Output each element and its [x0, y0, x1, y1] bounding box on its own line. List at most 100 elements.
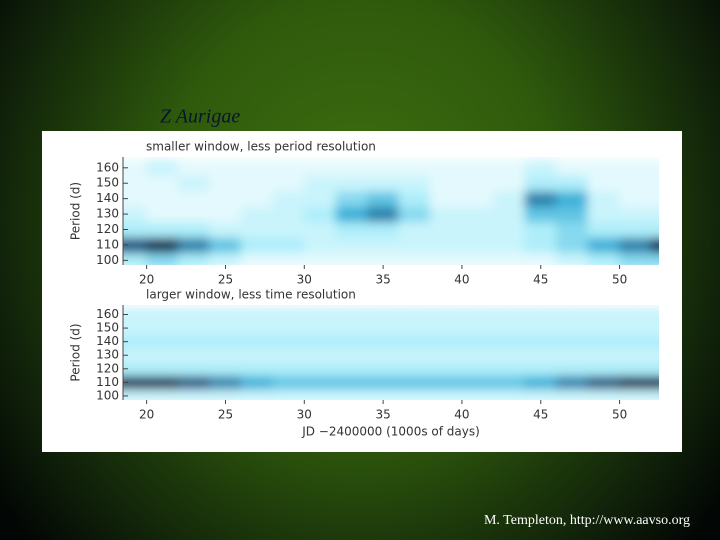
y-tick-label: 150 — [96, 321, 119, 335]
heatmap-cell — [240, 159, 274, 177]
heatmap-cell — [335, 159, 368, 177]
heatmap-cell — [524, 221, 558, 238]
heatmap-cell — [619, 375, 652, 390]
heatmap-cell — [303, 320, 337, 336]
heatmap-cell — [556, 221, 589, 238]
heatmap-cells — [123, 307, 659, 400]
heatmap-cell — [146, 221, 179, 238]
heatmap-cell — [366, 307, 400, 322]
heatmap-cell — [335, 307, 368, 322]
heatmap-cell — [240, 307, 274, 322]
heatmap-cell — [366, 175, 400, 192]
heatmap-cell — [524, 388, 558, 400]
heatmap-cell — [556, 205, 589, 223]
heatmap-cell — [366, 236, 400, 254]
heatmap-cell — [177, 159, 211, 177]
heatmap-cell — [146, 159, 179, 177]
heatmap-cell — [492, 252, 526, 265]
heatmap-cell — [209, 175, 242, 192]
heatmap-cell — [619, 320, 652, 336]
heatmap-cell — [272, 388, 305, 400]
heatmap-cell — [619, 361, 652, 377]
heatmap-cell — [619, 190, 652, 207]
heatmap-cell — [492, 159, 526, 177]
heatmap-cell — [398, 388, 431, 400]
heatmap-cell — [177, 252, 211, 265]
heatmap-cells — [123, 159, 659, 265]
heatmap-cell — [366, 334, 400, 349]
heatmap-cell — [587, 307, 621, 322]
heatmap-cell — [272, 190, 305, 207]
heatmap-cell — [272, 361, 305, 377]
heatmap-cell — [335, 236, 368, 254]
heatmap-cell — [587, 361, 621, 377]
heatmap-cell — [335, 221, 368, 238]
heatmap-cell — [177, 307, 211, 322]
heatmap-cell — [398, 190, 431, 207]
heatmap-cell — [492, 347, 526, 363]
heatmap-cell — [587, 205, 621, 223]
heatmap — [123, 307, 659, 400]
heatmap-cell — [556, 320, 589, 336]
heatmap-cell — [123, 175, 148, 192]
heatmap-cell — [650, 347, 659, 363]
y-tick-label: 100 — [96, 253, 119, 267]
heatmap-cell — [366, 347, 400, 363]
heatmap-cell — [587, 236, 621, 254]
heatmap-cell — [587, 175, 621, 192]
heatmap-cell — [650, 175, 659, 192]
heatmap-cell — [335, 252, 368, 265]
heatmap-cell — [335, 175, 368, 192]
heatmap-cell — [272, 221, 305, 238]
heatmap-cell — [461, 307, 494, 322]
heatmap-cell — [123, 159, 148, 177]
heatmap-cell — [146, 320, 179, 336]
heatmap-cell — [461, 175, 494, 192]
heatmap-cell — [398, 307, 431, 322]
heatmap-cell — [556, 190, 589, 207]
heatmap-cell — [619, 159, 652, 177]
heatmap-cell — [366, 159, 400, 177]
y-tick-label: 160 — [96, 307, 119, 321]
heatmap-cell — [209, 347, 242, 363]
heatmap-cell — [492, 375, 526, 390]
heatmap-cell — [177, 320, 211, 336]
heatmap-cell — [146, 205, 179, 223]
heatmap-cell — [209, 361, 242, 377]
heatmap-cell — [556, 334, 589, 349]
heatmap-cell — [146, 175, 179, 192]
heatmap-cell — [177, 361, 211, 377]
heatmap-cell — [240, 221, 274, 238]
heatmap-cell — [366, 320, 400, 336]
heatmap-cell — [240, 375, 274, 390]
heatmap-cell — [461, 320, 494, 336]
heatmap-cell — [272, 334, 305, 349]
heatmap-cell — [123, 252, 148, 265]
heatmap-cell — [587, 221, 621, 238]
heatmap-cell — [177, 347, 211, 363]
heatmap-cell — [146, 236, 179, 254]
heatmap-cell — [619, 252, 652, 265]
heatmap-cell — [303, 190, 337, 207]
heatmap-cell — [619, 334, 652, 349]
heatmap-cell — [524, 375, 558, 390]
heatmap-cell — [429, 307, 463, 322]
heatmap-cell — [240, 347, 274, 363]
heatmap-cell — [429, 320, 463, 336]
panel-title: smaller window, less period resolution — [146, 140, 376, 154]
heatmap-cell — [398, 347, 431, 363]
heatmap-cell — [303, 252, 337, 265]
heatmap-cell — [461, 334, 494, 349]
heatmap-cell — [177, 190, 211, 207]
y-tick-label: 160 — [96, 160, 119, 174]
heatmap-cell — [335, 361, 368, 377]
heatmap-cell — [492, 388, 526, 400]
heatmap-cell — [556, 307, 589, 322]
heatmap-cell — [429, 252, 463, 265]
heatmap-cell — [492, 334, 526, 349]
heatmap-cell — [556, 375, 589, 390]
heatmap-cell — [177, 334, 211, 349]
heatmap-cell — [524, 236, 558, 254]
heatmap-cell — [240, 205, 274, 223]
heatmap-cell — [146, 375, 179, 390]
